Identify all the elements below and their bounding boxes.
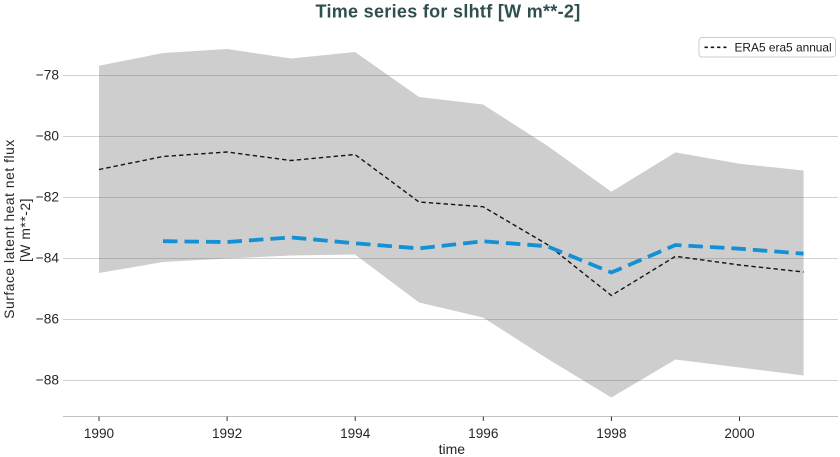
- svg-text:1992: 1992: [212, 426, 242, 441]
- svg-text:−86: −86: [36, 312, 60, 327]
- svg-text:−78: −78: [36, 68, 60, 83]
- svg-text:time: time: [439, 441, 466, 457]
- svg-text:−88: −88: [36, 373, 60, 388]
- svg-text:1996: 1996: [468, 426, 498, 441]
- svg-text:1998: 1998: [596, 426, 626, 441]
- svg-text:Time series for slhtf [W m**-2: Time series for slhtf [W m**-2]: [315, 2, 580, 22]
- svg-text:−80: −80: [36, 129, 60, 144]
- svg-text:Surface latent heat net flux: Surface latent heat net flux: [2, 139, 17, 319]
- svg-text:2000: 2000: [724, 426, 755, 441]
- svg-text:ERA5 era5 annual: ERA5 era5 annual: [735, 41, 832, 55]
- svg-text:−82: −82: [36, 190, 59, 205]
- svg-text:−84: −84: [36, 251, 60, 266]
- svg-text:[W m**-2]: [W m**-2]: [18, 198, 33, 262]
- svg-text:1994: 1994: [340, 426, 371, 441]
- svg-text:1990: 1990: [84, 426, 115, 441]
